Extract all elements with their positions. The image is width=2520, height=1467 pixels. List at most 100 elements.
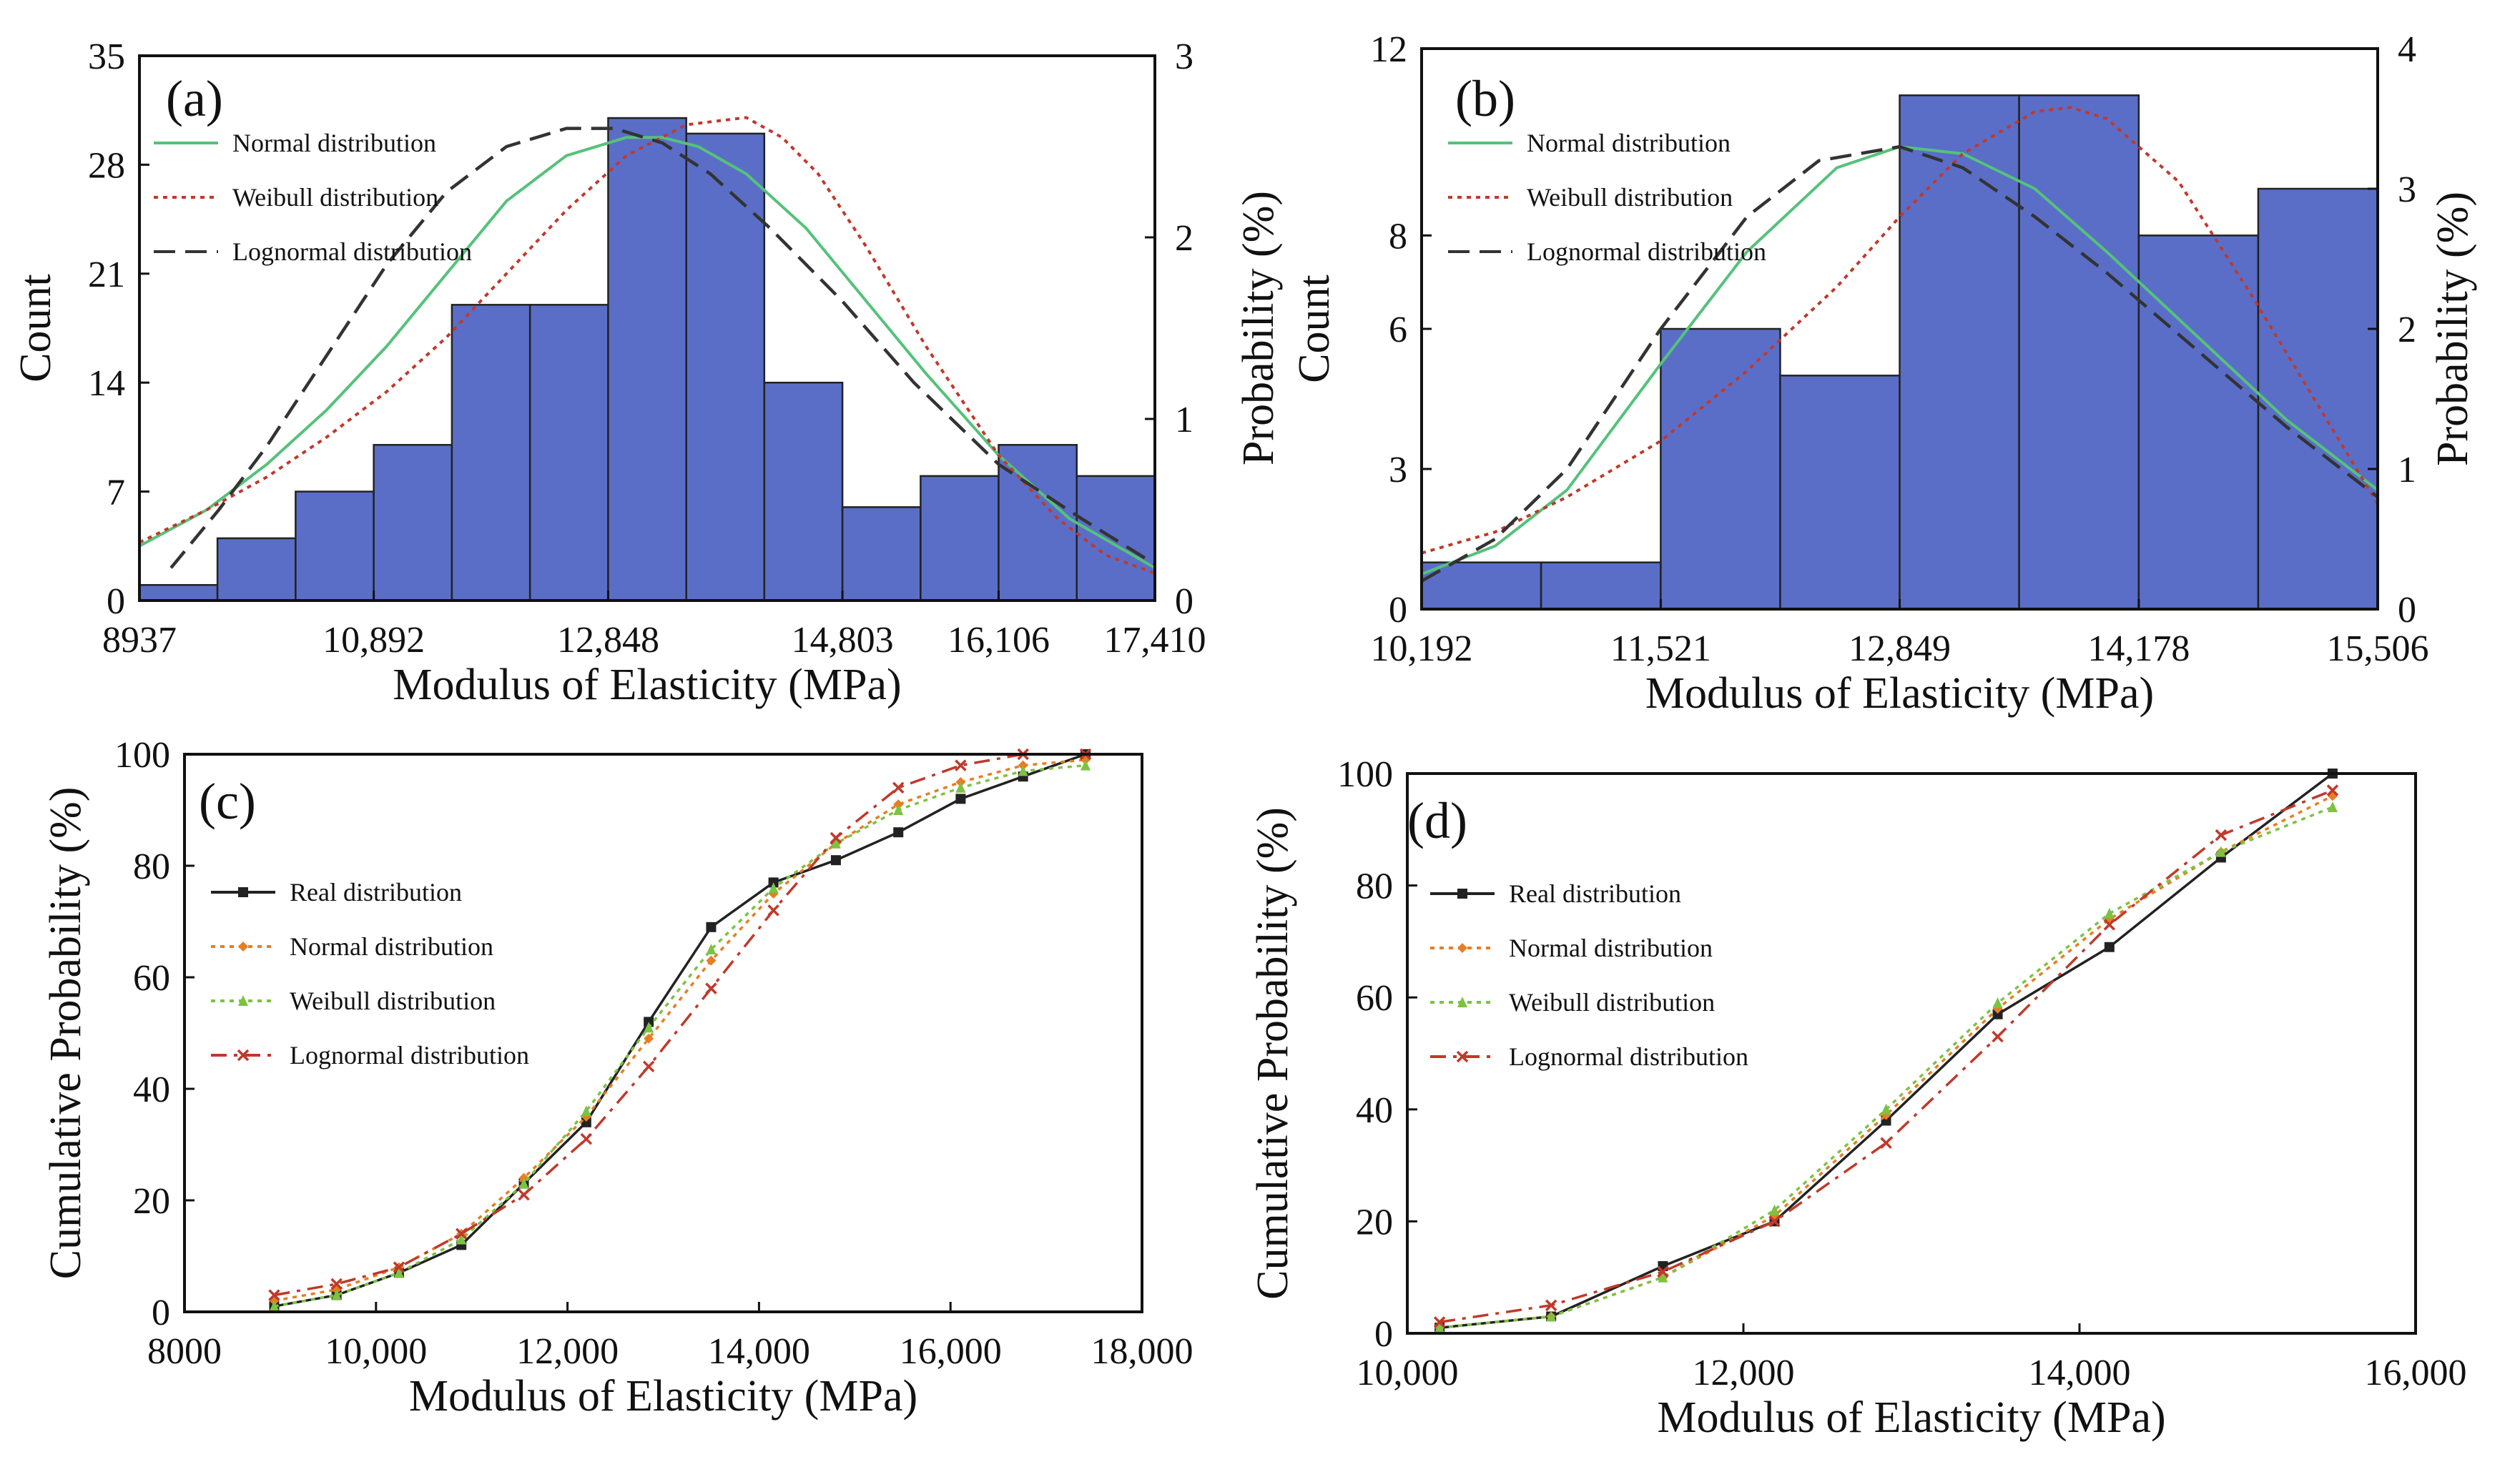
histogram-bar xyxy=(1076,475,1156,602)
y-tick-label: 6 xyxy=(1389,310,1407,350)
series-point-weibull xyxy=(2327,801,2338,812)
legend-weibull-label: Weibull distribution xyxy=(1527,183,1733,212)
y-tick-label: 100 xyxy=(1337,754,1393,795)
y-axis-label: Count xyxy=(11,274,60,382)
series-point-weibull xyxy=(1018,765,1028,776)
x-tick-label: 11,521 xyxy=(1610,628,1711,669)
chart-panel-b: 10,192 11,521 12,849 14,178 15,5060368120123… xyxy=(1290,29,2477,718)
histogram-bar xyxy=(2257,187,2379,611)
legend-normal-marker xyxy=(1457,943,1467,953)
y-tick-label: 12 xyxy=(1370,29,1407,70)
y-right-tick-label: 0 xyxy=(2398,590,2416,631)
y-tick-label: 28 xyxy=(88,145,125,186)
series-point-lognormal xyxy=(1657,1265,1669,1278)
x-tick-label: 10,000 xyxy=(325,1331,427,1372)
panel-label: (d) xyxy=(1407,792,1467,849)
y-tick-label: 60 xyxy=(1356,978,1393,1019)
y-right-tick-label: 1 xyxy=(1175,400,1193,440)
plot-frame xyxy=(183,753,1143,1313)
x-tick-label: 12,848 xyxy=(557,620,659,661)
legend-lognormal-label: Lognormal distribution xyxy=(1527,237,1766,266)
fit-curve-weibull xyxy=(1421,106,2379,555)
series-point-weibull xyxy=(2215,846,2226,857)
legend-lognormal-label: Lognormal distribution xyxy=(232,237,472,266)
series-point-lognormal xyxy=(1768,1215,1781,1228)
x-axis-label: Modulus of Elasticity (MPa) xyxy=(409,1372,917,1421)
histogram-bar xyxy=(451,304,531,602)
y-right-tick-label: 3 xyxy=(2398,169,2416,210)
x-tick-label: 14,000 xyxy=(708,1331,810,1372)
x-tick-label: 16,000 xyxy=(900,1331,1002,1372)
series-point-weibull xyxy=(955,781,966,793)
x-tick-label: 12,000 xyxy=(516,1331,619,1372)
y-tick-label: 100 xyxy=(114,735,170,776)
series-point-lognormal xyxy=(830,831,842,844)
series-point-normal xyxy=(706,955,717,966)
series-point-weibull xyxy=(2104,907,2115,919)
y-tick-label: 0 xyxy=(1374,1314,1393,1355)
series-point-weibull xyxy=(1769,1204,1780,1215)
histogram-bar xyxy=(2137,234,2260,611)
series-point-real xyxy=(706,922,717,932)
x-tick-label: 10,892 xyxy=(323,620,425,661)
y-right-tick-label: 1 xyxy=(2398,450,2416,490)
y-tick-label: 60 xyxy=(133,958,170,999)
legend-lognormal-marker xyxy=(237,1049,250,1062)
y-right-tick-label: 3 xyxy=(1175,36,1193,77)
legend-weibull-label: Weibull distribution xyxy=(232,183,438,212)
chart-panel-a: 8937 10,892 12,848 14,803 16,106 17,410071421… xyxy=(11,36,1283,709)
x-tick-label: 8937 xyxy=(102,620,177,661)
series-point-normal xyxy=(644,1033,654,1044)
legend-normal-label: Normal distribution xyxy=(1509,934,1713,962)
y-tick-label: 80 xyxy=(133,846,170,887)
legend-lognormal-marker xyxy=(1456,1050,1469,1063)
x-tick-label: 12,849 xyxy=(1849,628,1951,669)
series-point-weibull xyxy=(1434,1322,1445,1333)
histogram-bar xyxy=(920,475,1000,602)
x-axis-label: Modulus of Elasticity (MPa) xyxy=(1657,1393,2165,1442)
histogram-bar xyxy=(763,381,844,602)
panel-label: (a) xyxy=(166,70,223,127)
legend-normal-label: Normal distribution xyxy=(232,129,436,157)
y-tick-label: 0 xyxy=(152,1293,170,1333)
y-tick-label: 40 xyxy=(133,1070,170,1110)
legend-weibull-label: Weibull distribution xyxy=(290,987,496,1015)
legend-lognormal-label: Lognormal distribution xyxy=(1509,1042,1748,1071)
histogram-bar xyxy=(685,132,766,602)
series-point-weibull xyxy=(1881,1103,1891,1115)
series-line-weibull xyxy=(1439,806,2333,1329)
series-point-weibull xyxy=(331,1289,342,1300)
legend-real-marker xyxy=(238,887,248,897)
y-right-tick-label: 4 xyxy=(2398,29,2416,70)
series-point-lognormal xyxy=(705,982,717,994)
plot-frame xyxy=(138,54,1156,602)
series-point-lognormal xyxy=(518,1188,530,1201)
x-tick-label: 17,410 xyxy=(1104,620,1206,661)
series-line-lognormal xyxy=(274,753,1086,1297)
y-tick-label: 21 xyxy=(88,255,125,295)
series-point-lognormal xyxy=(642,1060,655,1073)
histogram-bar xyxy=(1899,94,2020,611)
x-tick-label: 14,178 xyxy=(2087,628,2190,669)
series-point-lognormal xyxy=(767,904,779,917)
panel-label: (b) xyxy=(1455,70,1515,127)
fit-curve-lognormal xyxy=(1420,144,2379,583)
y-tick-label: 8 xyxy=(1389,216,1407,257)
series-point-lognormal xyxy=(2215,829,2228,841)
series-point-weibull xyxy=(706,944,717,954)
series-point-weibull xyxy=(456,1233,467,1245)
x-tick-label: 10,000 xyxy=(1357,1353,1459,1393)
y-tick-label: 3 xyxy=(1389,450,1407,490)
series-point-weibull xyxy=(644,1022,654,1033)
panel-label: (c) xyxy=(199,773,256,830)
series-point-lognormal xyxy=(1992,1030,2004,1043)
series-point-real xyxy=(830,855,841,866)
y-right-tick-label: 0 xyxy=(1175,581,1193,622)
chart-panel-d: 10,000 12,000 14,000 16,000 0 20 40 60 80 100 Modu… xyxy=(1249,754,2467,1442)
series-point-real xyxy=(955,794,966,804)
histogram-bar xyxy=(216,537,297,602)
series-point-weibull xyxy=(768,882,779,894)
y-axis-label: Cumulative Probability (%) xyxy=(1249,807,1297,1300)
histogram-bar xyxy=(1660,327,1781,611)
